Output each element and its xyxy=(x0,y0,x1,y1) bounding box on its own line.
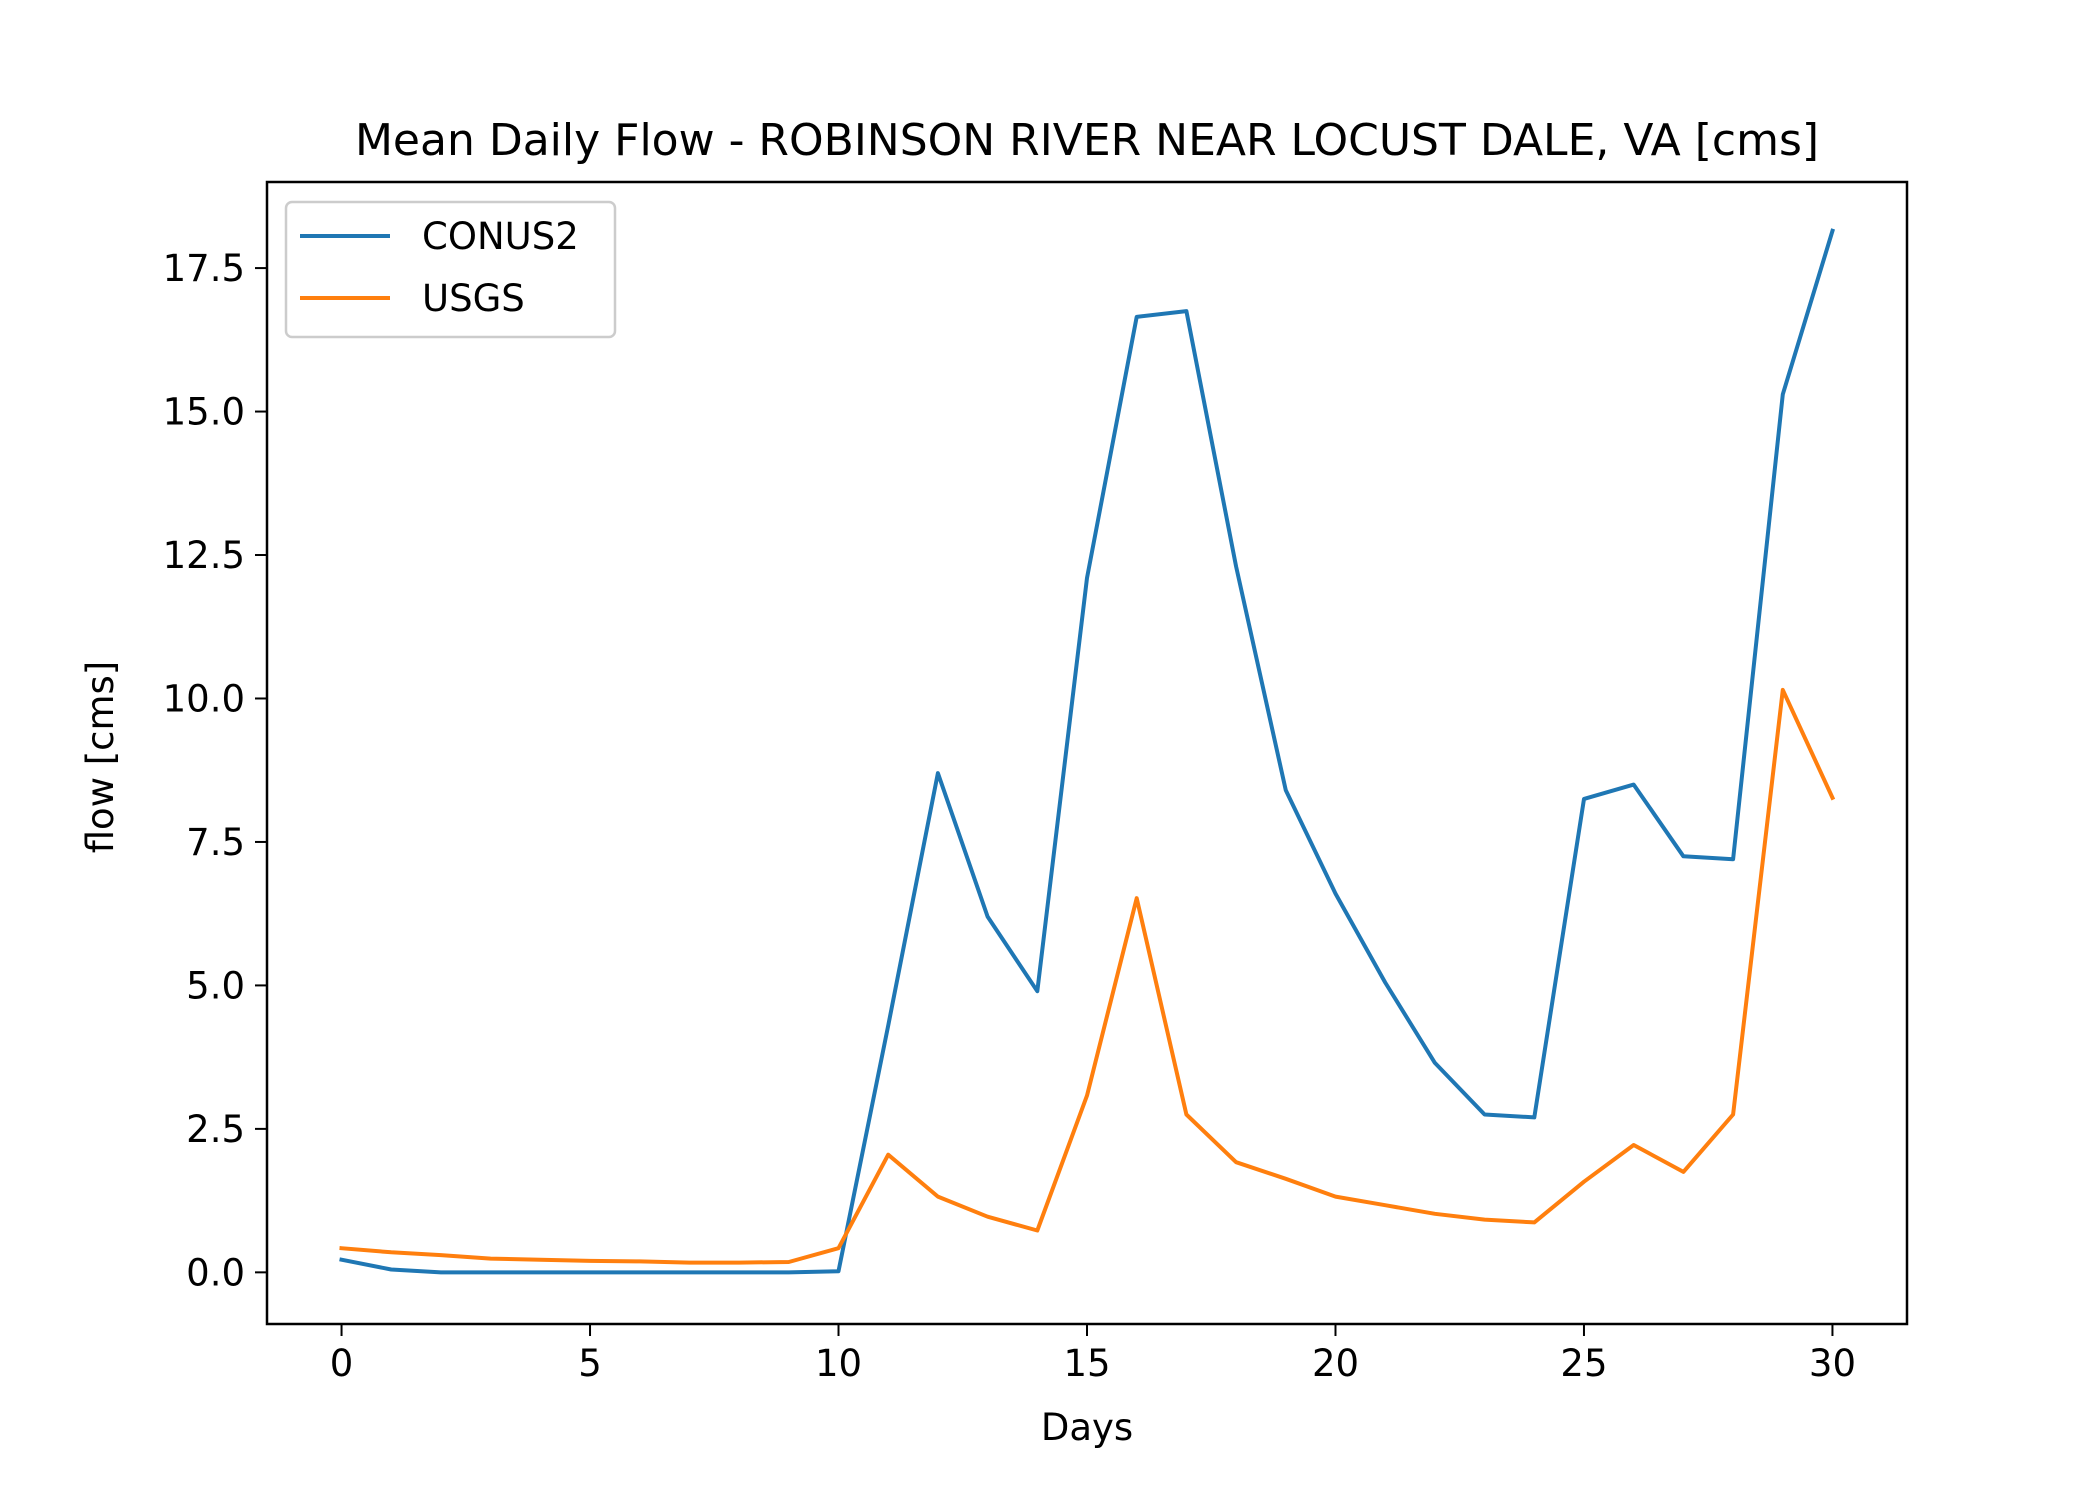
x-tick-label: 25 xyxy=(1560,1342,1607,1385)
series-layer xyxy=(339,228,1836,1275)
y-axis-label: flow [cms] xyxy=(79,661,122,854)
y-tick-label: 0.0 xyxy=(186,1251,245,1294)
y-tick-label: 12.5 xyxy=(163,534,245,577)
plot-frame xyxy=(265,180,1909,1326)
y-tick-label: 2.5 xyxy=(186,1108,245,1151)
x-tick-label: 20 xyxy=(1312,1342,1359,1385)
y-tick-label: 10.0 xyxy=(163,677,245,720)
legend-label-usgs: USGS xyxy=(422,277,525,320)
x-tick-label: 30 xyxy=(1809,1342,1856,1385)
y-tick-label: 15.0 xyxy=(163,391,245,434)
legend-label-conus2: CONUS2 xyxy=(422,215,579,258)
y-axis-ticks: 0.0 2.5 5.0 7.5 10.0 12.5 15.0 17.5 xyxy=(163,247,267,1294)
y-tick-label: 5.0 xyxy=(186,964,245,1007)
chart-title: Mean Daily Flow - ROBINSON RIVER NEAR LO… xyxy=(355,115,1819,166)
x-tick-label: 5 xyxy=(578,1342,602,1385)
x-axis-label: Days xyxy=(1041,1406,1133,1449)
y-tick-label: 17.5 xyxy=(163,247,245,290)
series-line-conus2 xyxy=(339,228,1835,1275)
series-line-usgs xyxy=(339,687,1836,1265)
x-tick-label: 10 xyxy=(815,1342,862,1385)
x-axis-ticks: 0 5 10 15 20 25 30 xyxy=(330,1324,1856,1385)
x-tick-label: 15 xyxy=(1063,1342,1110,1385)
x-tick-label: 0 xyxy=(330,1342,354,1385)
y-tick-label: 7.5 xyxy=(186,821,245,864)
legend: CONUS2 USGS xyxy=(284,200,617,339)
